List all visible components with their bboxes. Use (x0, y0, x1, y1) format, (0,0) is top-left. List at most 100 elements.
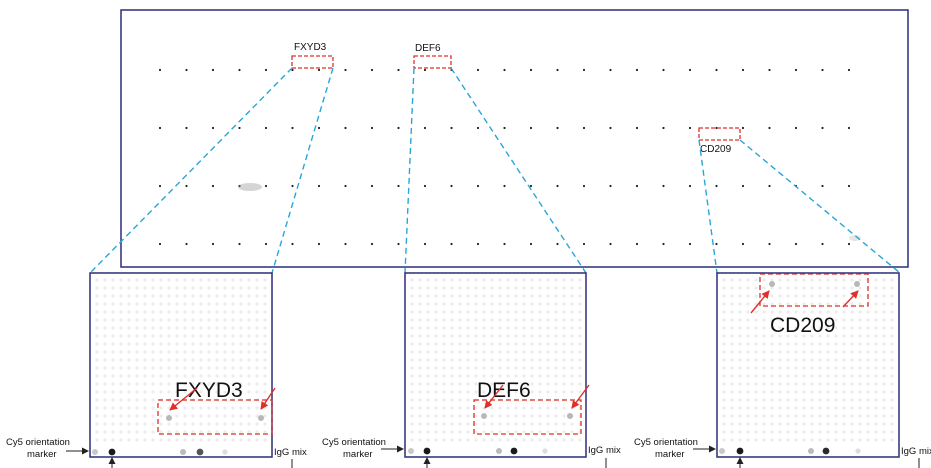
panel-spot (111, 334, 115, 338)
panel-spot (730, 366, 734, 370)
panel-spot (794, 438, 798, 442)
panel-spot (207, 278, 211, 282)
panel-spot (231, 374, 235, 378)
panel-spot (850, 278, 854, 282)
panel-spot (95, 318, 99, 322)
panel-spot (103, 278, 107, 282)
panel-spot (474, 294, 478, 298)
panel-spot (722, 342, 726, 346)
panel-spot (754, 342, 758, 346)
overview-spot (556, 242, 559, 246)
panel-spot (874, 334, 878, 338)
panel-spot (818, 350, 822, 354)
panel-spot (482, 334, 486, 338)
panel-spot (578, 278, 582, 282)
panel-spot (119, 390, 123, 394)
panel-spot (802, 382, 806, 386)
panel-spot-grid-fxyd3 (95, 278, 267, 442)
overview-spot (821, 68, 824, 72)
panel-spot (802, 398, 806, 402)
panel-spot (730, 302, 734, 306)
panel-spot (762, 278, 766, 282)
panel-spot (874, 350, 878, 354)
panel-spot (418, 310, 422, 314)
panel-spot (263, 310, 267, 314)
overview-spot (397, 126, 400, 130)
overview-spot (291, 68, 294, 72)
panel-spot (167, 374, 171, 378)
panel-spot (514, 406, 518, 410)
panel-spot (490, 286, 494, 290)
panel-spot (167, 430, 171, 434)
panel-spot (802, 390, 806, 394)
panel-spot (498, 382, 502, 386)
panel-spot (770, 422, 774, 426)
target-spot-cd209-left (769, 281, 775, 287)
panel-spot (223, 382, 227, 386)
panel-spot (754, 302, 758, 306)
panel-spot (770, 390, 774, 394)
panel-spot (215, 438, 219, 442)
panel-spot (770, 374, 774, 378)
panel-spot (183, 302, 187, 306)
panel-spot (554, 278, 558, 282)
panel-spot (858, 406, 862, 410)
panel-spot (418, 438, 422, 442)
panel-spot (191, 382, 195, 386)
panel-spot (730, 390, 734, 394)
panel-spot (522, 350, 526, 354)
panel-spot (175, 294, 179, 298)
panel-spot (562, 390, 566, 394)
panel-spot (111, 406, 115, 410)
panel-spot (127, 382, 131, 386)
panel-spot (738, 286, 742, 290)
panel-spot (199, 318, 203, 322)
overview-spot (211, 184, 215, 188)
panel-spot (466, 302, 470, 306)
panel-spot (762, 334, 766, 338)
panel-spot (746, 358, 750, 362)
panel-spot (578, 382, 582, 386)
panel-spot (826, 406, 830, 410)
panel-spot (810, 342, 814, 346)
panel-spot (738, 358, 742, 362)
panel-spot (119, 430, 123, 434)
panel-spot (490, 310, 494, 314)
panel-spot (458, 278, 462, 282)
panel-spot (778, 318, 782, 322)
panel-spot (143, 366, 147, 370)
panel-spot (135, 438, 139, 442)
panel-spot (834, 326, 838, 330)
zoom-connectors (89, 67, 901, 274)
panel-spot (570, 310, 574, 314)
zoom-line-cd209-left (698, 139, 718, 274)
panel-spot (578, 358, 582, 362)
panel-spot (111, 390, 115, 394)
panel-spot (135, 286, 139, 290)
overview-spot (317, 184, 321, 188)
panel-spot (127, 374, 131, 378)
panel-spot (207, 374, 211, 378)
panel-spot (207, 318, 211, 322)
panel-spot (506, 310, 510, 314)
panel-spot (159, 286, 163, 290)
panel-spot (866, 438, 870, 442)
panel-spot (103, 334, 107, 338)
panel-spot (818, 286, 822, 290)
panel-spot (882, 342, 886, 346)
panel-spot (119, 310, 123, 314)
panel-spot (554, 334, 558, 338)
overview-spot (476, 242, 480, 246)
panel-spot (842, 430, 846, 434)
panel-spot (826, 286, 830, 290)
panel-spot (730, 278, 734, 282)
panel-spot (770, 310, 774, 314)
panel-spot (103, 422, 107, 426)
panel-spot (474, 430, 478, 434)
panel-spot (778, 398, 782, 402)
panel-spot (810, 398, 814, 402)
panel-spot (199, 430, 203, 434)
cy5-marker-spot-def6 (408, 448, 414, 454)
panel-spot (578, 286, 582, 290)
panel-spot (215, 302, 219, 306)
